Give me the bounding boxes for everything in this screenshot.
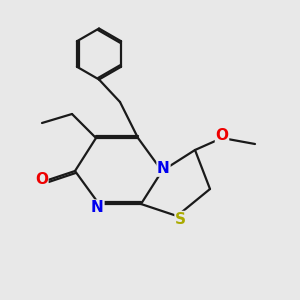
Text: O: O bbox=[215, 128, 229, 142]
Text: N: N bbox=[91, 200, 104, 215]
Text: O: O bbox=[35, 172, 48, 188]
Text: S: S bbox=[175, 212, 186, 226]
Text: N: N bbox=[157, 161, 170, 176]
